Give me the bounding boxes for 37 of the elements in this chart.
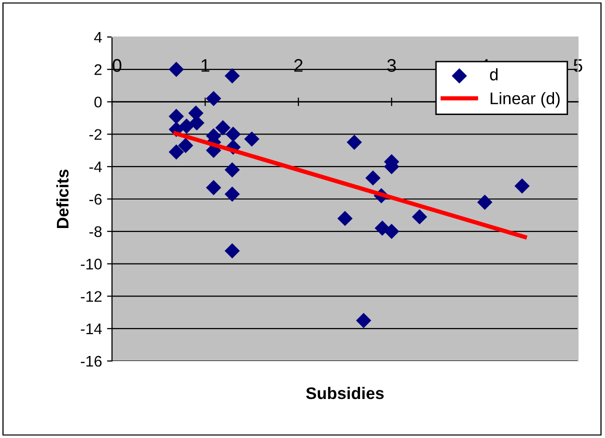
point: [477, 194, 492, 210]
point: [224, 68, 240, 84]
y-tick-label: -2: [89, 129, 102, 140]
point: [356, 312, 372, 328]
point: [168, 108, 184, 124]
y-tick-label: 4: [94, 32, 102, 43]
point: [412, 209, 428, 224]
x-tick-label: 2: [294, 59, 303, 72]
legend-label: d: [490, 68, 498, 80]
y-tick-label: -16: [80, 356, 102, 367]
point: [514, 178, 530, 194]
point: [206, 180, 222, 196]
point: [244, 131, 260, 147]
point: [168, 62, 184, 78]
y-tick-label: 0: [94, 96, 102, 108]
point: [224, 162, 240, 178]
y-axis-title: Deficits: [56, 170, 69, 228]
point: [346, 134, 362, 150]
y-tick-label: -4: [89, 162, 102, 172]
legend-label: Linear (d): [490, 92, 560, 108]
point: [384, 224, 400, 240]
y-tick-label: -8: [89, 226, 102, 238]
y-tick-label: -10: [80, 258, 102, 270]
point: [224, 243, 240, 258]
x-axis-title: Subsidies: [306, 386, 384, 400]
y-tick-label: -12: [80, 291, 102, 302]
point: [168, 144, 184, 160]
point: [178, 138, 194, 154]
point: [365, 170, 381, 186]
point: [206, 90, 222, 106]
point: [215, 120, 231, 136]
point: [337, 210, 353, 226]
y-tick-label: -14: [80, 324, 102, 334]
point: [178, 118, 194, 134]
y-tick-label: -6: [89, 194, 102, 205]
point: [226, 126, 241, 142]
point: [224, 186, 240, 202]
